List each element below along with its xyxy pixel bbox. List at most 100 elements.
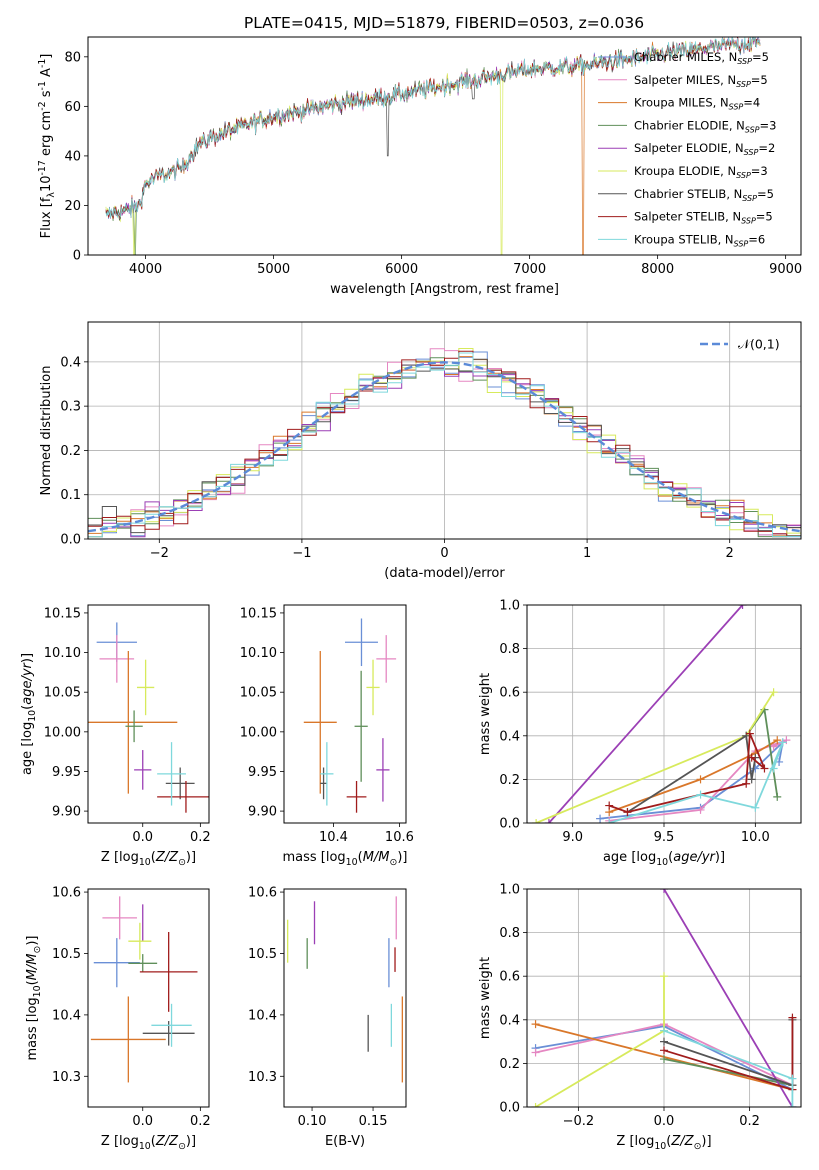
y-tick-label: 10.5 <box>248 947 277 962</box>
weight-line-4 <box>663 889 794 1107</box>
weight-marker-8 <box>788 1103 797 1107</box>
x-tick-label: 4000 <box>129 262 162 277</box>
weight-marker-8 <box>769 764 778 773</box>
legend-label-normal: 𝒩(0,1) <box>738 337 780 352</box>
y-tick-label: 0.0 <box>60 533 81 548</box>
weight-marker-8 <box>751 803 760 812</box>
y-tick-label: 10.10 <box>44 646 81 661</box>
y-tick-label: 10.00 <box>240 725 277 740</box>
y-tick-label: 10.15 <box>44 606 81 621</box>
x-tick-label: 0.0 <box>132 830 153 845</box>
y-tick-label: 9.95 <box>248 765 277 780</box>
x-tick-label: 10.6 <box>385 830 414 845</box>
weight-line-5 <box>535 976 665 1107</box>
weight-line-2 <box>608 739 778 813</box>
weight-marker-1 <box>769 742 778 751</box>
panel-spectrum: 4000 5000 6000 7000 8000 9000 0 20 40 60 80 wavelen… <box>37 36 802 297</box>
legend-label-4: Salpeter ELODIE, NSSP=2 <box>634 141 775 157</box>
y-tick-label: 1.0 <box>499 599 520 614</box>
weight-marker-4 <box>738 605 747 609</box>
weight-marker-7 <box>660 1046 668 1055</box>
axes-frame <box>87 321 802 540</box>
y-tick-label: 10.15 <box>240 606 277 621</box>
y-tick-label: 0.4 <box>499 1013 520 1028</box>
x-axis-label: Z [log10(Z/Z⊙)] <box>101 1134 196 1152</box>
x-tick-label: −1 <box>292 546 311 561</box>
figure-title: PLATE=0415, MJD=51879, FIBERID=0503, z=0… <box>244 14 644 32</box>
legend-label-3: Chabrier ELODIE, NSSP=3 <box>634 118 776 134</box>
legend-label-8: Kroupa STELIB, NSSP=6 <box>634 232 765 248</box>
y-tick-label: 10.05 <box>44 686 81 701</box>
weight-marker-8 <box>660 1026 668 1035</box>
weight-marker-2 <box>531 1020 540 1029</box>
weight-marker-5 <box>660 972 668 981</box>
weight-marker-8 <box>788 1074 797 1083</box>
weight-marker-7 <box>760 764 769 773</box>
weight-marker-1 <box>696 805 705 814</box>
y-tick-label: 9.90 <box>248 805 277 820</box>
weight-line-3 <box>663 1058 793 1087</box>
plot-area <box>105 37 761 255</box>
y-tick-label: 0.2 <box>60 444 81 459</box>
y-tick-label: 0.8 <box>499 642 520 657</box>
y-tick-label: 0 <box>73 249 81 264</box>
x-tick-label: 8000 <box>641 262 674 277</box>
x-axis-label: age [log10(age/yr)] <box>603 850 725 868</box>
x-tick-label: 6000 <box>385 262 418 277</box>
weight-marker-6 <box>660 1037 668 1046</box>
weight-marker-8 <box>605 819 614 823</box>
legend-label-1: Salpeter MILES, NSSP=5 <box>634 73 768 89</box>
weight-marker-5 <box>531 1103 540 1107</box>
y-tick-label: 0.0 <box>499 1101 520 1116</box>
y-tick-label: 10.3 <box>52 1070 81 1085</box>
y-tick-label: 10.4 <box>52 1008 81 1023</box>
panel-weight_vs_Z: −0.2 0.0 0.2 0.0 0.2 0.4 0.6 0.8 1.0 Z [log10(Z/Z… <box>478 883 802 1152</box>
y-tick-label: 9.95 <box>52 765 81 780</box>
panel-residuals: −2 −1 0 1 2 0.0 0.1 0.2 0.3 0.4 (data-model)/error… <box>39 321 802 581</box>
x-axis-label: wavelength [Angstrom, rest frame] <box>330 282 559 297</box>
x-tick-label: −0.2 <box>563 1114 595 1129</box>
weight-marker-0 <box>596 814 605 823</box>
plot-area <box>532 605 791 823</box>
hist-step-8 <box>88 352 801 539</box>
x-tick-label: 0.0 <box>132 1114 153 1129</box>
x-tick-label: 0.2 <box>739 1114 760 1129</box>
y-axis-label: Normed distribution <box>39 366 54 496</box>
weight-marker-7 <box>788 1013 797 1022</box>
weight-marker-5 <box>532 819 541 823</box>
weight-line-8 <box>663 1029 794 1107</box>
y-axis-label: Flux [fλ10-17 erg cm-2 s-1 A-1] <box>37 54 57 239</box>
y-tick-label: 0.4 <box>499 729 520 744</box>
y-axis-label: mass weight <box>478 957 493 1039</box>
y-axis-label: mass weight <box>478 673 493 755</box>
panel-weight_vs_age: 9.0 9.5 10.0 0.0 0.2 0.4 0.6 0.8 1.0 age [log10(a… <box>478 599 802 868</box>
weight-marker-7 <box>623 808 632 817</box>
axes-frame <box>87 888 210 1108</box>
weight-marker-3 <box>773 792 782 801</box>
y-tick-label: 10.10 <box>240 646 277 661</box>
y-tick-label: 10.6 <box>248 886 277 901</box>
y-tick-label: 0.8 <box>499 926 520 941</box>
x-tick-label: 10.4 <box>319 830 348 845</box>
x-tick-label: 9.5 <box>654 830 675 845</box>
legend-label-6: Chabrier STELIB, NSSP=5 <box>634 187 774 203</box>
weight-marker-8 <box>778 738 787 747</box>
plot-area <box>287 896 403 1083</box>
weight-marker-5 <box>769 688 778 697</box>
y-axis-label: age [log10(age/yr)] <box>20 653 38 775</box>
weight-marker-1 <box>782 736 791 745</box>
x-tick-label: 2 <box>726 546 734 561</box>
y-tick-label: 0.1 <box>60 488 81 503</box>
legend-label-2: Kroupa MILES, NSSP=4 <box>634 96 760 112</box>
panel-mass_vs_ebv: 0.10 0.15 10.3 10.4 10.5 10.6 E(B-V) <box>248 886 407 1149</box>
y-tick-label: 0.4 <box>60 355 81 370</box>
x-tick-label: 10.0 <box>741 830 770 845</box>
plot-area <box>303 618 397 813</box>
legend-label-7: Salpeter STELIB, NSSP=5 <box>634 210 773 226</box>
x-tick-label: 0 <box>440 546 448 561</box>
weight-marker-3 <box>660 1055 668 1064</box>
weight-marker-7 <box>747 753 756 762</box>
x-tick-label: 5000 <box>257 262 290 277</box>
plot-area <box>531 889 797 1107</box>
